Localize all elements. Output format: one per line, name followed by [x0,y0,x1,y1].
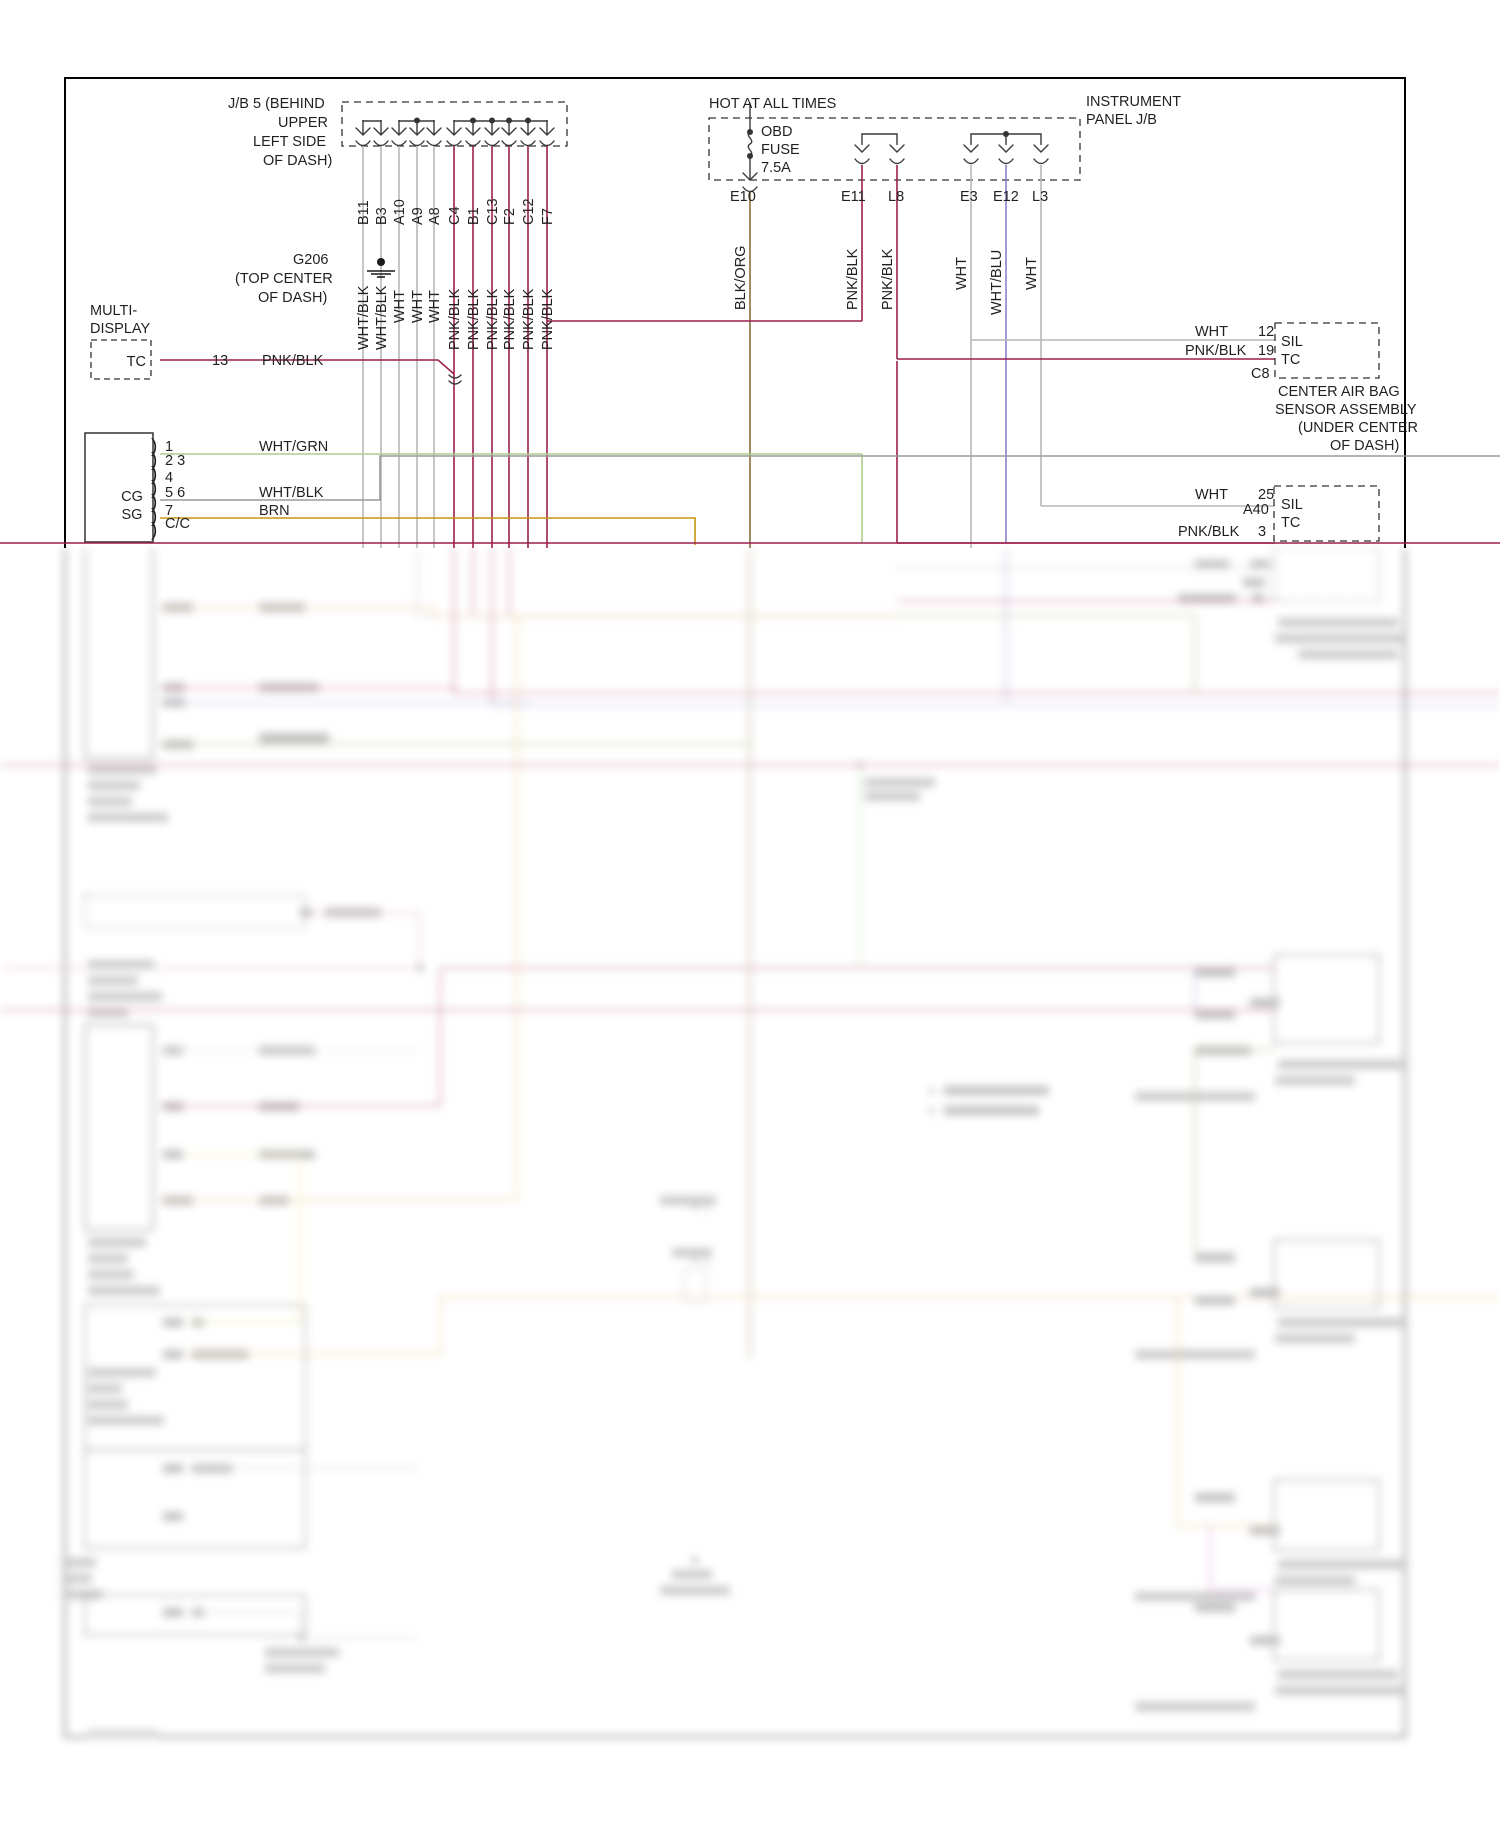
svg-text:WHT/BLU: WHT/BLU [989,250,1005,315]
svg-text:2: 2 [703,1254,710,1268]
svg-text:WHT: WHT [1024,257,1040,290]
svg-text:PNK/BLK: PNK/BLK [845,248,861,310]
svg-text:PNK/BLK: PNK/BLK [880,248,896,310]
svg-text:BLK/ORG: BLK/ORG [733,246,749,310]
svg-text:WHT: WHT [954,257,970,290]
svg-text:1: 1 [703,1201,710,1215]
